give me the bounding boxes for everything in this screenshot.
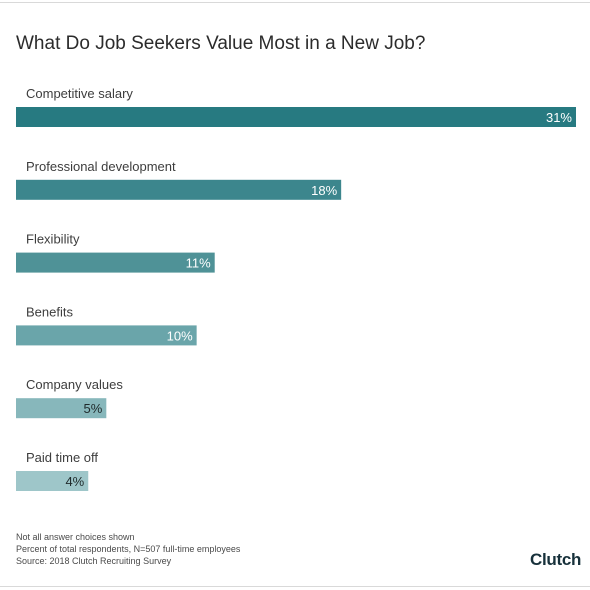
bottom-border xyxy=(0,586,590,587)
value-label: 31% xyxy=(546,110,572,125)
footnote-3: Source: 2018 Clutch Recruiting Survey xyxy=(16,556,172,566)
category-label: Benefits xyxy=(26,304,73,319)
logo-text: Clutch xyxy=(530,550,582,569)
value-label: 11% xyxy=(186,256,211,271)
value-label: 10% xyxy=(167,328,193,343)
bar xyxy=(16,107,576,127)
category-label: Company values xyxy=(26,377,123,392)
bar xyxy=(16,398,107,419)
footnote-1: Not all answer choices shown xyxy=(16,532,135,542)
chart-title: What Do Job Seekers Value Most in a New … xyxy=(16,33,426,54)
value-label: 4% xyxy=(65,474,84,489)
category-label: Professional development xyxy=(26,159,176,174)
bar xyxy=(16,179,342,200)
value-label: 18% xyxy=(311,183,337,198)
footnote-2: Percent of total respondents, N=507 full… xyxy=(16,544,241,554)
clutch-logo: Clutch xyxy=(530,550,581,570)
top-border xyxy=(0,2,590,3)
bar xyxy=(16,325,197,346)
bar xyxy=(16,252,215,273)
value-label: 5% xyxy=(84,401,103,416)
category-label: Flexibility xyxy=(26,232,80,247)
category-label: Competitive salary xyxy=(26,86,133,101)
bar xyxy=(16,471,89,491)
category-label: Paid time off xyxy=(26,450,98,465)
